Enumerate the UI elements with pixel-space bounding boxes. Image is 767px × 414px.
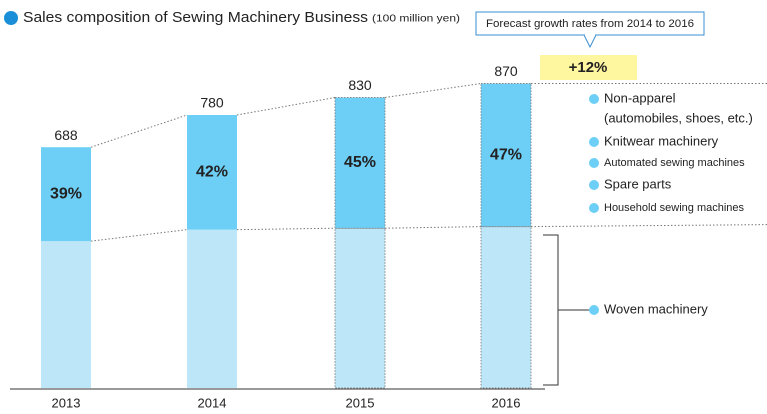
x-tick-label: 2016: [492, 395, 521, 410]
total-label: 780: [200, 95, 224, 111]
growth-label: +12%: [569, 59, 608, 76]
share-segment: [334, 97, 386, 229]
legend-label: Household sewing machines: [604, 202, 745, 214]
annotation-pointer: [583, 34, 597, 49]
split-connector: [384, 226, 482, 229]
legend-swatch: [589, 137, 599, 147]
base-segment: [187, 229, 237, 388]
legend-label: Automated sewing machines: [604, 157, 745, 169]
legend-label: Spare parts: [604, 176, 672, 191]
base-segment: [334, 227, 386, 389]
chart-title: Sales composition of Sewing Machinery Bu…: [23, 9, 368, 26]
legend-swatch: [589, 158, 599, 168]
share-segment: [41, 147, 91, 242]
split-extension: [530, 224, 767, 228]
legend-swatch: [589, 180, 599, 190]
share-label: 42%: [196, 164, 228, 181]
base-segment: [41, 241, 91, 388]
total-label: 688: [54, 127, 78, 143]
base-segment: [480, 226, 532, 389]
chart-subtitle: (100 million yen): [372, 14, 460, 25]
share-label: 45%: [344, 154, 376, 171]
legend-label: Knitwear machinery: [604, 133, 719, 148]
share-label: 39%: [50, 185, 82, 202]
annotation: Forecast growth rates from 2014 to 2016: [486, 18, 694, 30]
total-label: 830: [348, 77, 372, 93]
bracket: [543, 234, 590, 386]
total-label: 870: [494, 63, 518, 79]
legend-swatch: [589, 94, 599, 104]
split-connector: [90, 229, 188, 242]
top-connector: [90, 114, 188, 148]
x-tick-label: 2015: [346, 395, 375, 410]
share-label: 47%: [490, 146, 522, 163]
legend-swatch: [589, 203, 599, 213]
top-connector: [384, 83, 482, 98]
x-tick-label: 2014: [198, 395, 227, 410]
share-segment: [480, 83, 532, 228]
legend-label: (automobiles, shoes, etc.): [604, 110, 753, 125]
legend-label: Woven machinery: [604, 301, 708, 316]
legend-label: Non-apparel: [604, 90, 676, 105]
x-tick-label: 2013: [52, 395, 81, 410]
title-bullet: [4, 11, 18, 25]
top-connector: [236, 97, 336, 116]
share-segment: [187, 115, 237, 230]
growth-box: [540, 55, 637, 80]
legend-swatch: [589, 305, 599, 315]
split-connector: [236, 227, 336, 231]
